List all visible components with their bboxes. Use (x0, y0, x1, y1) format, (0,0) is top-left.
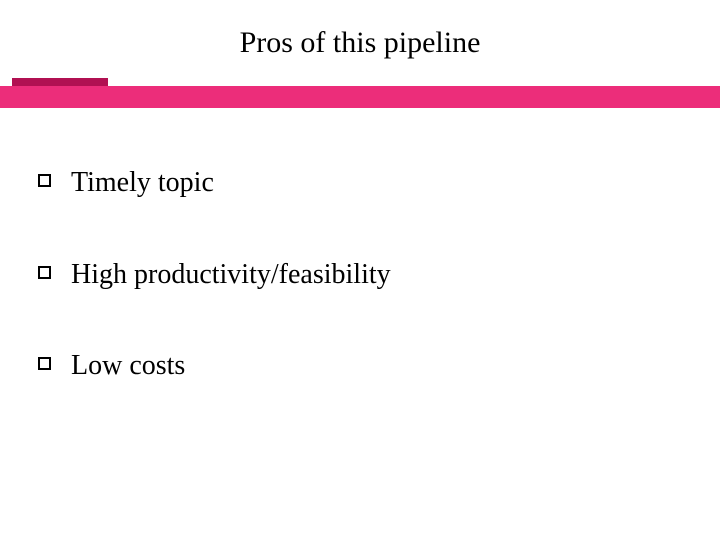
list-item: Low costs (38, 349, 680, 383)
square-bullet-icon (38, 357, 51, 370)
accent-bar (0, 86, 720, 108)
list-item: Timely topic (38, 166, 680, 200)
bullet-list: Timely topic High productivity/feasibili… (38, 166, 680, 441)
list-item: High productivity/feasibility (38, 258, 680, 292)
list-item-text: Low costs (71, 349, 185, 383)
accent-tab (12, 78, 108, 86)
square-bullet-icon (38, 266, 51, 279)
slide: Pros of this pipeline Timely topic High … (0, 0, 720, 540)
list-item-text: Timely topic (71, 166, 214, 200)
accent-bar-group (0, 86, 720, 108)
square-bullet-icon (38, 174, 51, 187)
slide-title: Pros of this pipeline (0, 26, 720, 60)
list-item-text: High productivity/feasibility (71, 258, 391, 292)
